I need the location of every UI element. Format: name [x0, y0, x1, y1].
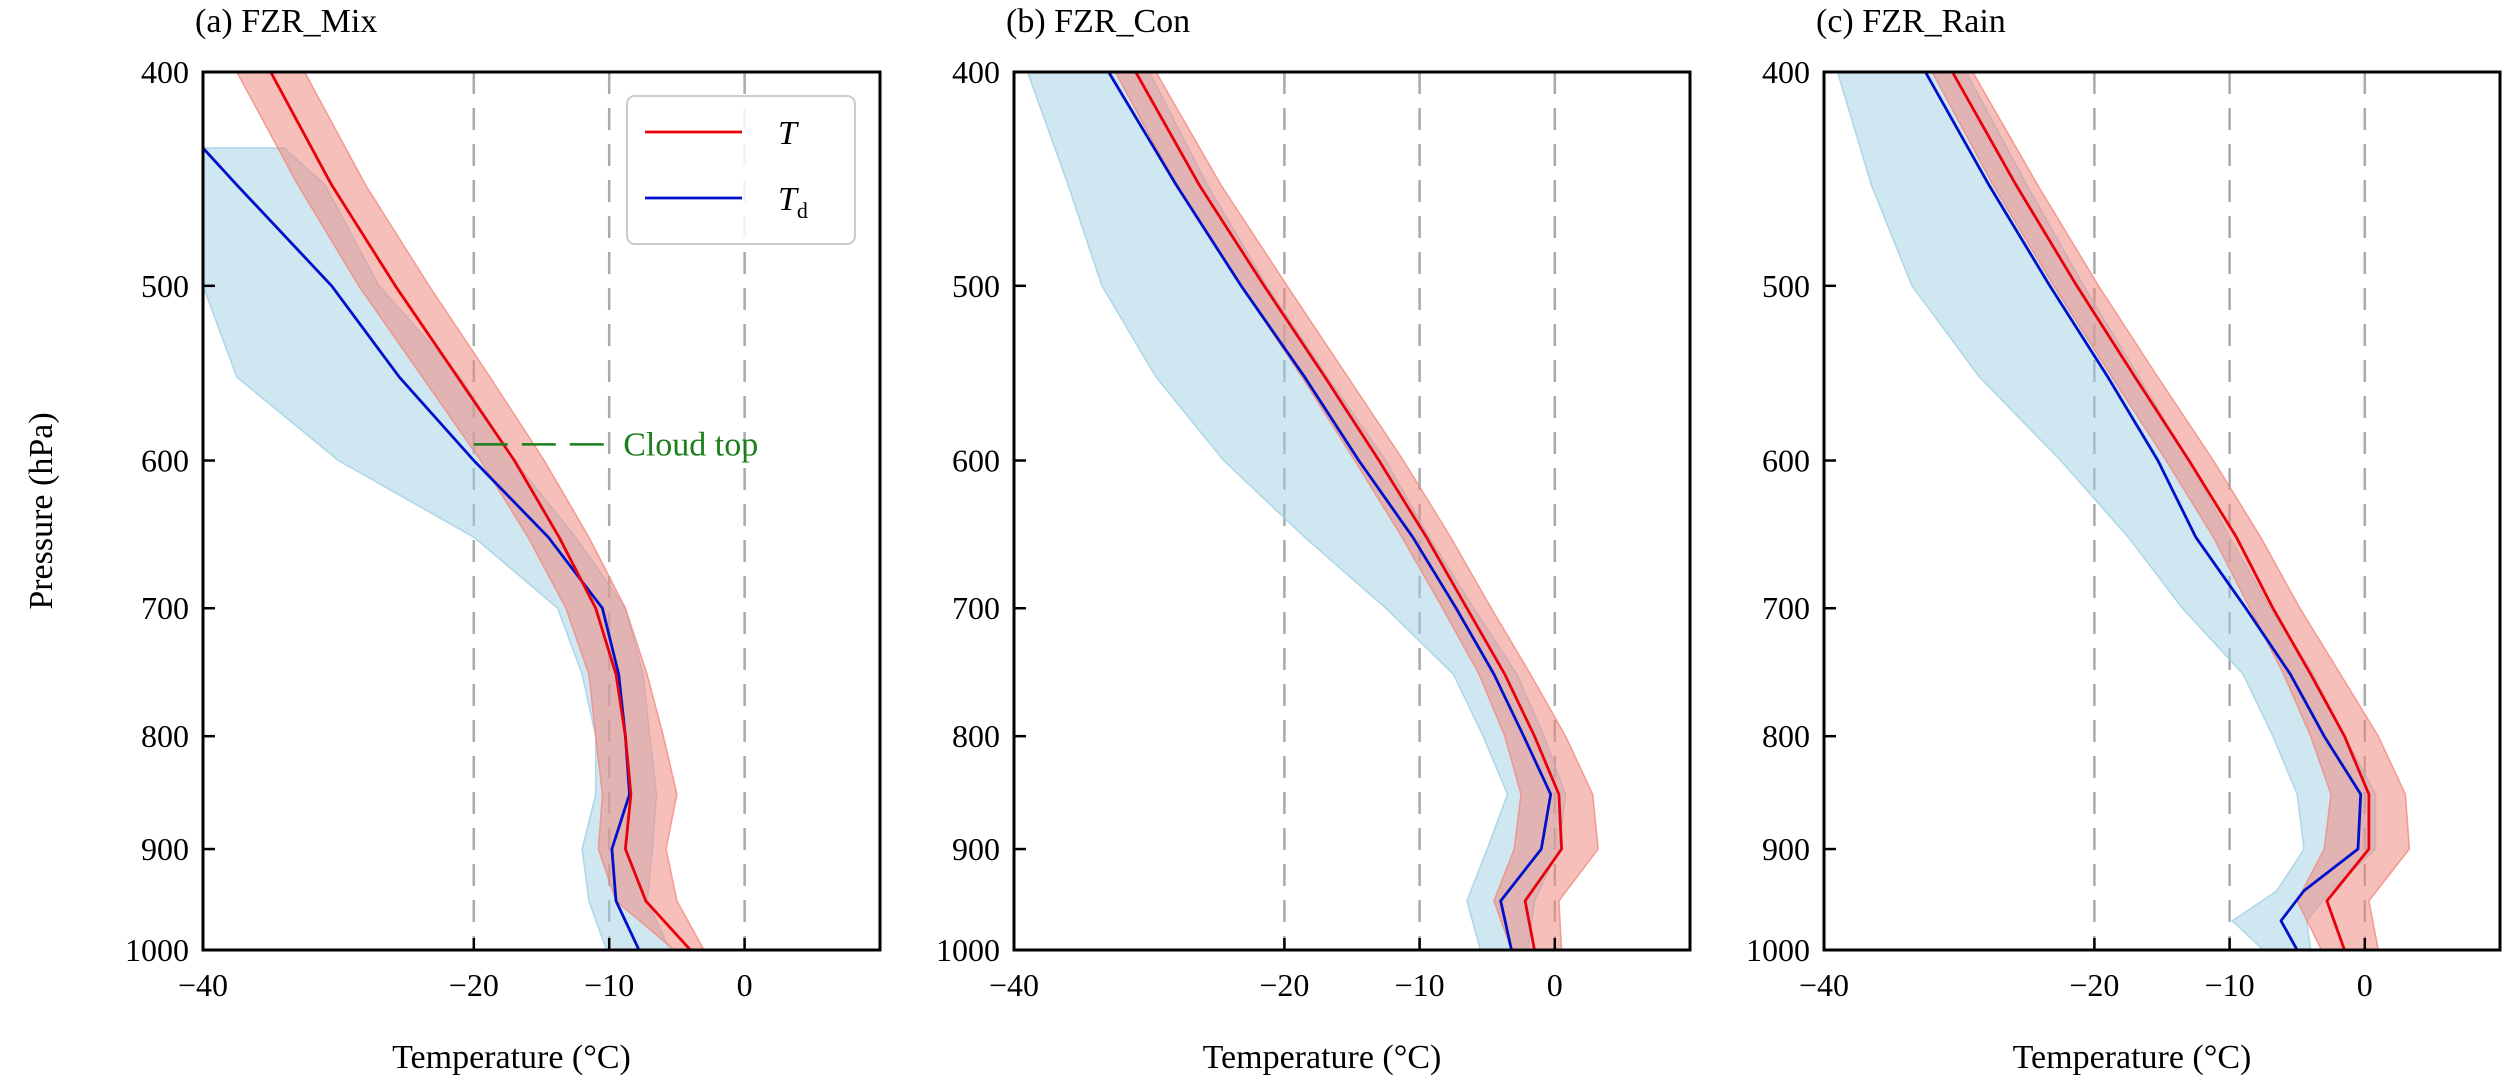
- x-tick-label: 0: [737, 967, 753, 1003]
- axes-frame: [1012, 70, 1692, 952]
- y-tick-label: 600: [141, 443, 189, 479]
- x-tick-label: −40: [178, 967, 228, 1003]
- y-tick-label: 500: [1762, 268, 1810, 304]
- panel-title: (b) FZR_Con: [1006, 3, 1190, 40]
- x-tick-label: 0: [1547, 967, 1563, 1003]
- cloud-top-label: Cloud top: [623, 426, 758, 463]
- legend-label-t: T: [778, 115, 799, 152]
- panels: (a) FZR_Mix Cloud top 400 500 600 700 800 900 10…: [23, 3, 2502, 1076]
- t-profile-line: [269, 72, 692, 950]
- panel-1: (a) FZR_Mix Cloud top 400 500 600 700 800 900 10…: [23, 3, 882, 1076]
- t-spread-band: [235, 72, 705, 950]
- x-tick-label: 0: [2357, 967, 2373, 1003]
- td-profile-line: [1924, 72, 2363, 950]
- x-axis-label: Temperature (°C): [392, 1039, 631, 1076]
- y-tick-label: 600: [1762, 443, 1810, 479]
- y-tick-label: 400: [952, 54, 1000, 90]
- x-axis-label: Temperature (°C): [2013, 1039, 2252, 1076]
- y-tick-label: 600: [952, 443, 1000, 479]
- y-tick-label: 400: [141, 54, 189, 90]
- y-axis-label: Pressure (hPa): [23, 412, 60, 609]
- t-profile-line: [1951, 72, 2371, 950]
- y-tick-label: 700: [952, 590, 1000, 626]
- y-tick-label: 800: [952, 718, 1000, 754]
- legend: TTd: [626, 95, 856, 245]
- y-tick-label: 1000: [1746, 932, 1810, 968]
- axes-frame: [1822, 70, 2502, 952]
- t-spread-band: [1114, 72, 1599, 950]
- x-tick-label: −20: [2069, 967, 2119, 1003]
- y-tick-label: 800: [141, 718, 189, 754]
- plot-area: [1836, 72, 2411, 950]
- panel-title: (c) FZR_Rain: [1816, 3, 2006, 40]
- y-tick-label: 700: [1762, 590, 1810, 626]
- x-tick-label: −10: [584, 967, 634, 1003]
- y-tick-label: 400: [1762, 54, 1810, 90]
- td-profile-line: [203, 147, 641, 950]
- x-axis-label: Temperature (°C): [1203, 1039, 1442, 1076]
- y-tick-label: 700: [141, 590, 189, 626]
- x-tick-label: −20: [1259, 967, 1309, 1003]
- td-profile-line: [1107, 72, 1553, 950]
- t-spread-band: [1931, 72, 2411, 950]
- td-spread-band: [1026, 72, 1567, 950]
- y-tick-label: 1000: [936, 932, 1000, 968]
- x-tick-label: −40: [1799, 967, 1849, 1003]
- x-tick-label: −10: [1395, 967, 1445, 1003]
- axes-frame: [201, 70, 882, 952]
- y-tick-label: 800: [1762, 718, 1810, 754]
- y-tick-label: 500: [952, 268, 1000, 304]
- y-tick-label: 900: [141, 831, 189, 867]
- t-profile-line: [1134, 72, 1563, 950]
- plot-area: [1026, 72, 1599, 950]
- x-tick-label: −40: [989, 967, 1039, 1003]
- y-tick-label: 1000: [125, 932, 189, 968]
- x-tick-label: −20: [449, 967, 499, 1003]
- x-tick-label: −10: [2205, 967, 2255, 1003]
- y-tick-label: 900: [952, 831, 1000, 867]
- td-spread-band: [1836, 72, 2377, 950]
- y-tick-label: 900: [1762, 831, 1810, 867]
- legend-box: [626, 95, 856, 245]
- y-tick-label: 500: [141, 268, 189, 304]
- panel-title: (a) FZR_Mix: [195, 3, 377, 40]
